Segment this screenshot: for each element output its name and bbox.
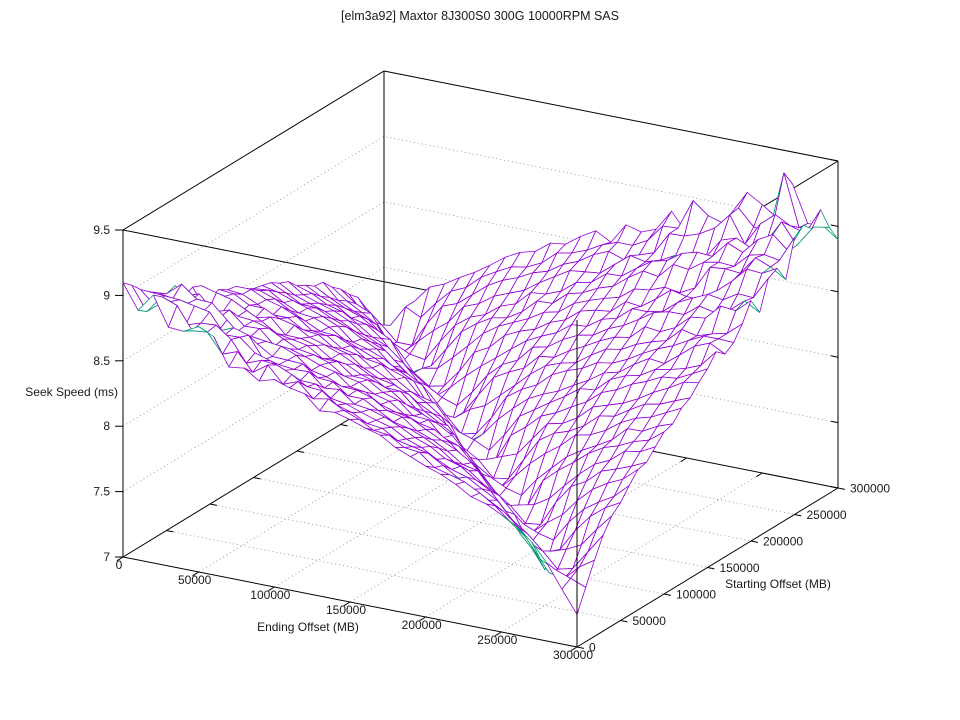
svg-text:250000: 250000: [807, 508, 847, 522]
svg-text:250000: 250000: [477, 633, 517, 647]
svg-text:50000: 50000: [633, 614, 667, 628]
svg-text:7.5: 7.5: [93, 485, 110, 499]
x-axis-ticks-labels: 0 50000 100000 150000 200000 250000 300000: [116, 556, 593, 662]
svg-text:150000: 150000: [720, 561, 760, 575]
surface-mesh: [122, 172, 839, 615]
svg-text:300000: 300000: [553, 648, 593, 662]
svg-text:0: 0: [116, 558, 123, 572]
svg-text:200000: 200000: [763, 535, 803, 549]
svg-text:7: 7: [103, 550, 110, 564]
z-axis-ticks: 7 7.5 8 8.5 9 9.5: [93, 159, 839, 564]
svg-text:9.5: 9.5: [93, 223, 110, 237]
svg-text:0: 0: [589, 641, 596, 655]
svg-text:50000: 50000: [178, 573, 212, 587]
svg-text:100000: 100000: [250, 588, 290, 602]
svg-text:150000: 150000: [326, 603, 366, 617]
svg-text:Ending Offset (MB): Ending Offset (MB): [257, 620, 359, 634]
svg-text:300000: 300000: [850, 482, 890, 496]
svg-text:Starting Offset (MB): Starting Offset (MB): [725, 577, 831, 591]
svg-text:Seek Speed (ms): Seek Speed (ms): [25, 385, 118, 399]
svg-text:9: 9: [103, 288, 110, 302]
svg-text:8.5: 8.5: [93, 354, 110, 368]
axis-titles: Ending Offset (MB) Starting Offset (MB) Se…: [25, 385, 831, 634]
svg-text:100000: 100000: [676, 588, 716, 602]
svg-text:8: 8: [103, 419, 110, 433]
svg-text:200000: 200000: [402, 618, 442, 632]
plot-title: [elm3a92] Maxtor 8J300S0 300G 10000RPM S…: [341, 9, 619, 23]
